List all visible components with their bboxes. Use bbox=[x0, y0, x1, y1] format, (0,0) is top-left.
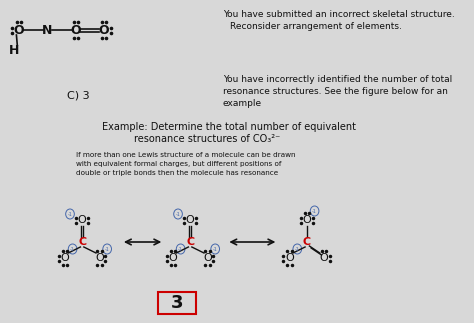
Text: resonance structures of CO₃²⁻: resonance structures of CO₃²⁻ bbox=[134, 134, 280, 144]
Text: O: O bbox=[78, 215, 86, 225]
Text: O: O bbox=[320, 253, 328, 263]
Text: -1: -1 bbox=[213, 246, 218, 252]
Text: C: C bbox=[303, 237, 311, 247]
Text: You have submitted an incorrect skeletal structure.: You have submitted an incorrect skeletal… bbox=[223, 10, 455, 19]
Text: -1: -1 bbox=[105, 246, 109, 252]
Text: resonance structures. See the figure below for an: resonance structures. See the figure bel… bbox=[223, 87, 448, 96]
Text: -1: -1 bbox=[68, 212, 73, 216]
Text: Example: Determine the total number of equivalent: Example: Determine the total number of e… bbox=[102, 122, 356, 132]
Text: O: O bbox=[203, 253, 212, 263]
Text: 3: 3 bbox=[171, 294, 183, 312]
Text: -1: -1 bbox=[70, 246, 75, 252]
Text: -1: -1 bbox=[312, 209, 317, 214]
Text: example: example bbox=[223, 99, 262, 108]
Text: with equivalent formal charges, but different positions of: with equivalent formal charges, but diff… bbox=[76, 161, 282, 167]
Text: C: C bbox=[186, 237, 194, 247]
Text: -1: -1 bbox=[295, 246, 300, 252]
Text: If more than one Lewis structure of a molecule can be drawn: If more than one Lewis structure of a mo… bbox=[76, 152, 296, 158]
Text: O: O bbox=[168, 253, 177, 263]
Text: C: C bbox=[78, 237, 86, 247]
FancyBboxPatch shape bbox=[158, 292, 196, 314]
Text: You have incorrectly identified the number of total: You have incorrectly identified the numb… bbox=[223, 75, 452, 84]
Text: O: O bbox=[61, 253, 69, 263]
Text: Reconsider arrangement of elements.: Reconsider arrangement of elements. bbox=[230, 22, 402, 31]
Text: double or triple bonds then the molecule has resonance: double or triple bonds then the molecule… bbox=[76, 170, 278, 176]
Text: -1: -1 bbox=[178, 246, 183, 252]
Text: O: O bbox=[95, 253, 104, 263]
Text: -1: -1 bbox=[175, 212, 181, 216]
Text: C) 3: C) 3 bbox=[67, 90, 90, 100]
Text: O: O bbox=[14, 24, 24, 36]
Text: O: O bbox=[186, 215, 194, 225]
Text: O: O bbox=[285, 253, 294, 263]
Text: O: O bbox=[71, 24, 82, 36]
Text: O: O bbox=[99, 24, 109, 36]
Text: H: H bbox=[9, 44, 19, 57]
Text: N: N bbox=[42, 24, 53, 36]
Text: O: O bbox=[302, 215, 311, 225]
